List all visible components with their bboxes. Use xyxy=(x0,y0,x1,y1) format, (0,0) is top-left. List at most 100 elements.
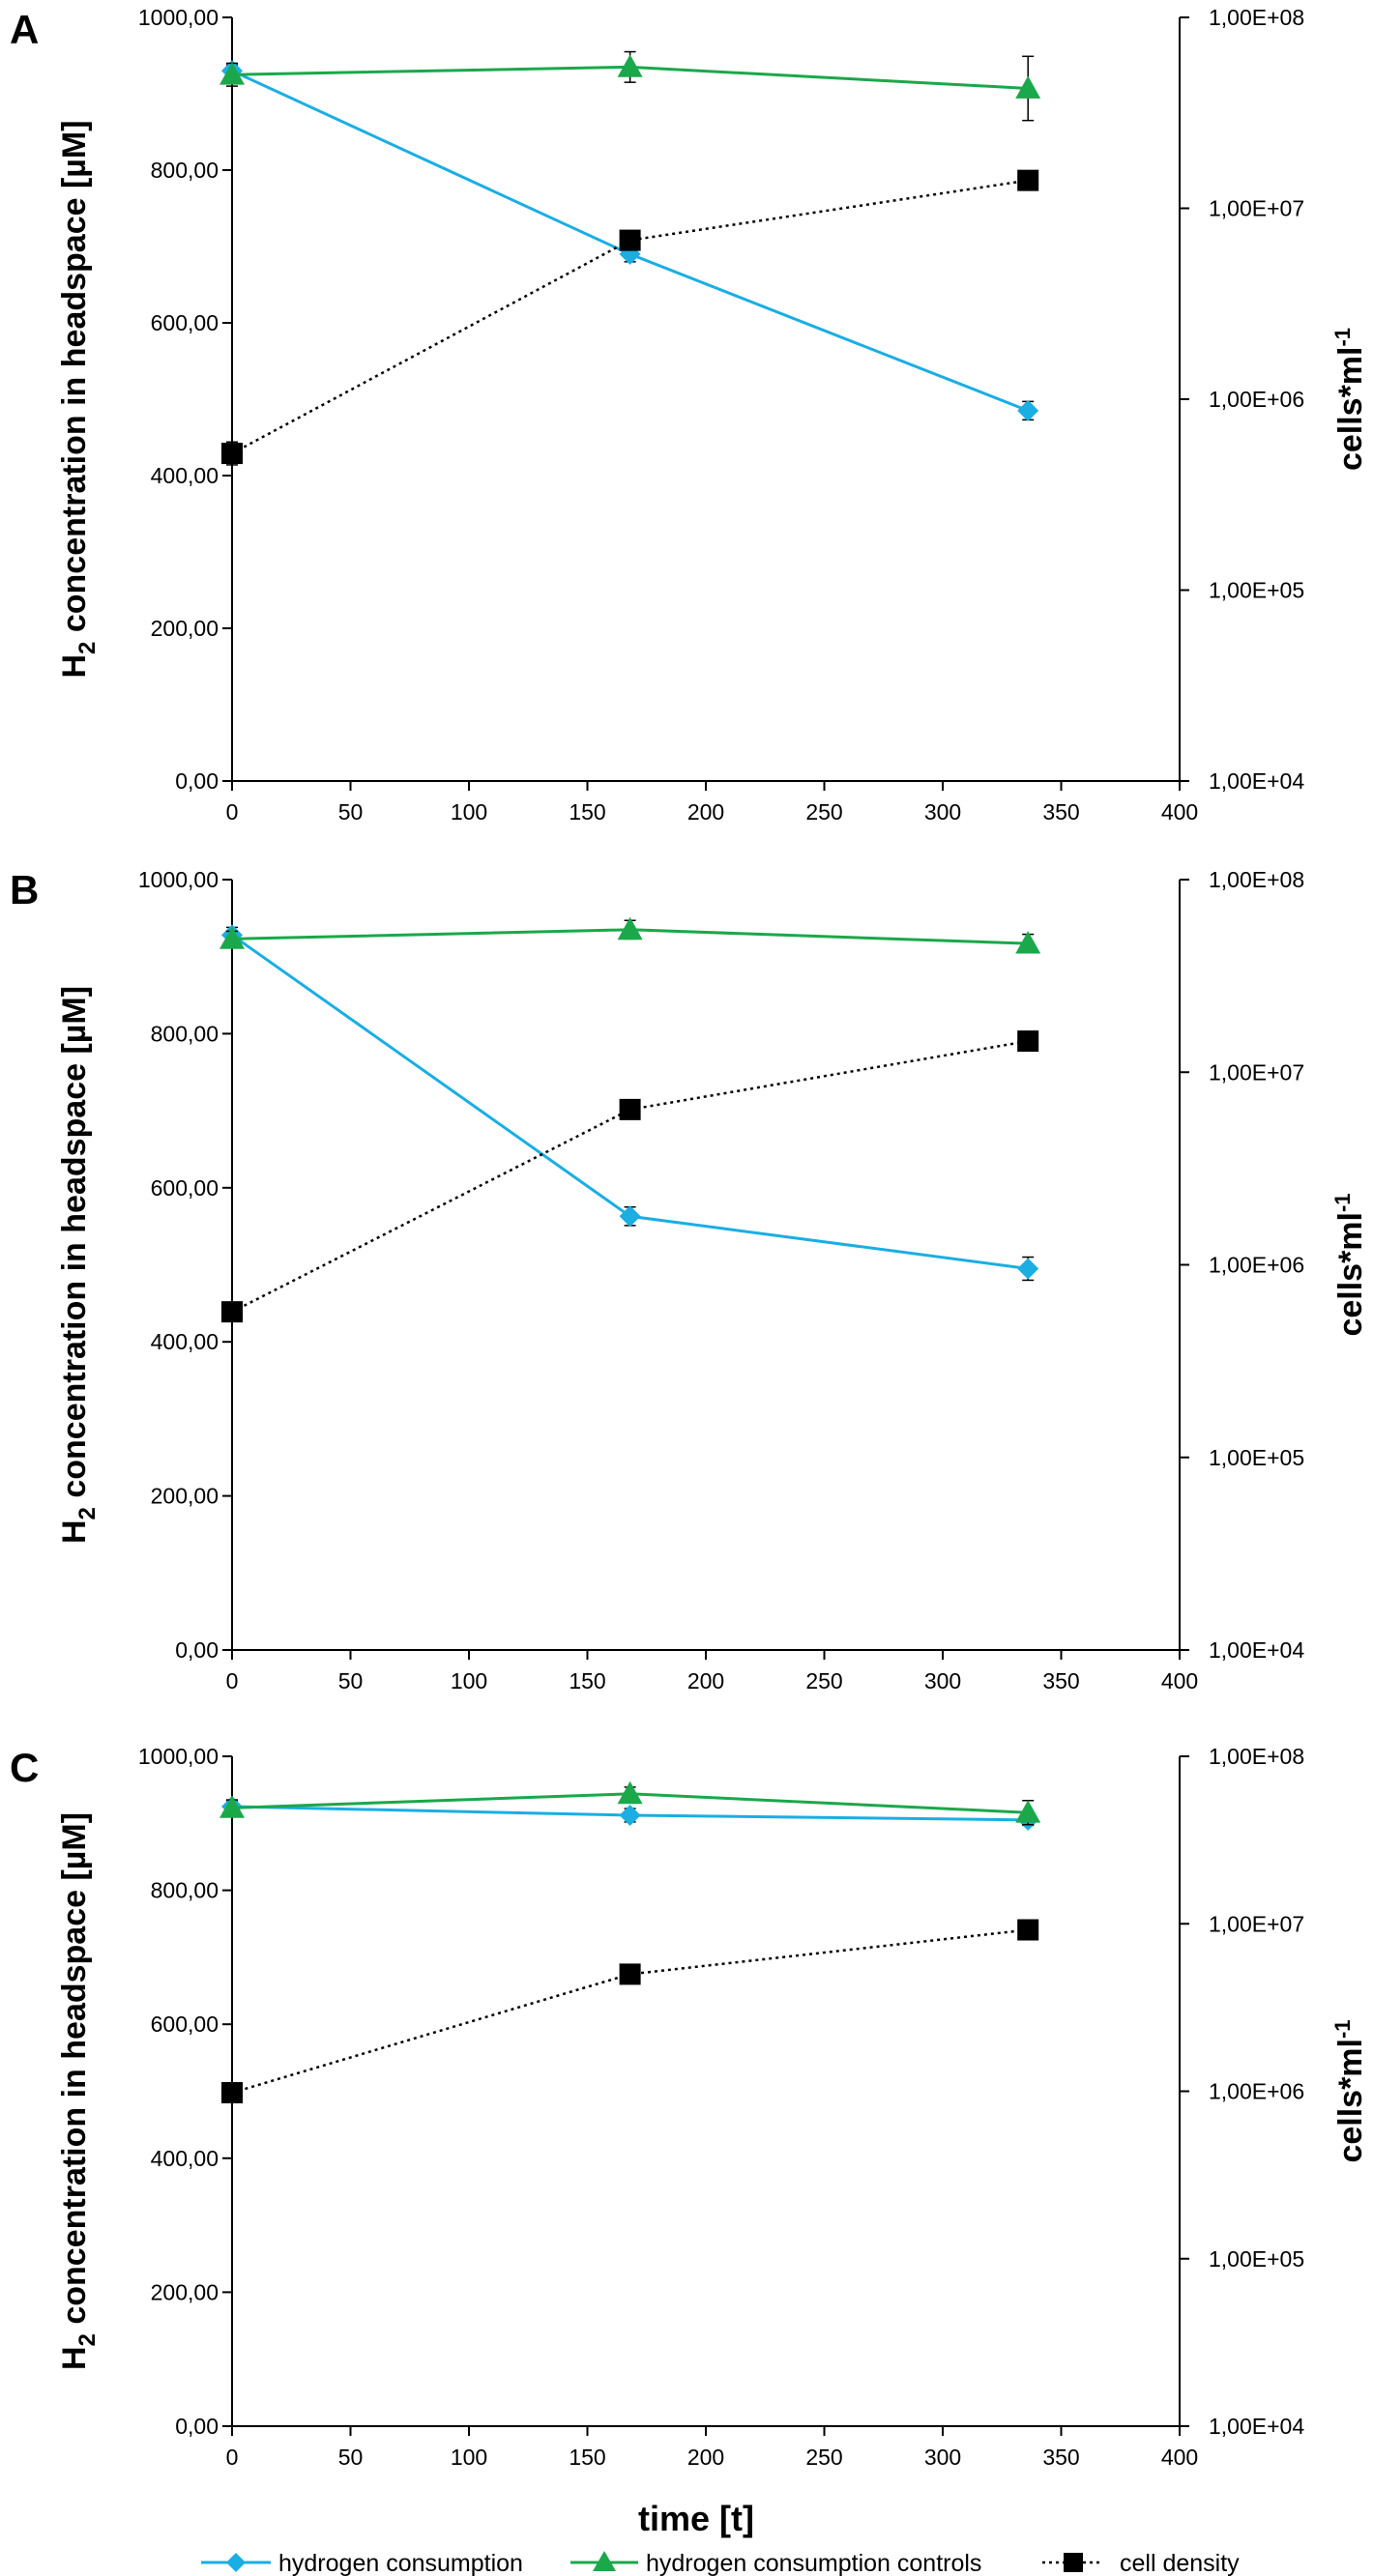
data-point-square xyxy=(1017,1030,1039,1053)
x-tick-label: 400 xyxy=(1161,799,1198,825)
x-tick-label: 350 xyxy=(1042,2445,1079,2470)
x-tick-label: 400 xyxy=(1161,1668,1198,1693)
right-y-tick-label: 1,00E+04 xyxy=(1209,2414,1304,2439)
series-line-cells xyxy=(231,1039,1029,1314)
data-point-triangle xyxy=(1015,1800,1041,1823)
left-y-tick-label: 800,00 xyxy=(151,1878,219,1903)
left-y-tick-label: 0,00 xyxy=(175,1637,219,1663)
data-point-diamond xyxy=(1017,1258,1039,1280)
x-tick-label: 350 xyxy=(1042,1668,1079,1693)
x-tick-label: 0 xyxy=(226,2445,239,2470)
x-axis-title: time [t] xyxy=(638,2499,754,2538)
x-tick-label: 50 xyxy=(338,2445,364,2470)
x-tick-label: 100 xyxy=(451,799,487,825)
x-tick-label: 100 xyxy=(451,2445,487,2470)
data-point-triangle xyxy=(617,54,643,77)
left-y-axis-title-rest: concentration in headspace [µM] xyxy=(56,120,93,641)
left-y-axis-title: H2 concentration in headspace [µM] xyxy=(56,986,101,1544)
left-y-tick-label: 200,00 xyxy=(151,616,219,641)
x-tick-label: 200 xyxy=(687,1668,724,1693)
data-point-diamond xyxy=(1017,399,1039,421)
left-y-axis-title-main: H xyxy=(56,2346,93,2370)
left-y-tick-label: 800,00 xyxy=(151,158,219,183)
data-point-triangle xyxy=(219,926,245,949)
legend-item-cells: cell density xyxy=(1042,2550,1240,2576)
data-point-triangle xyxy=(219,1795,245,1818)
panel-letter: C xyxy=(10,1745,39,1790)
x-tick-label: 250 xyxy=(805,2445,842,2470)
right-y-tick-label: 1,00E+07 xyxy=(1209,1059,1304,1085)
right-y-axis-title-main: cells*ml xyxy=(1332,2039,1369,2163)
series-controls xyxy=(219,1780,1041,1826)
x-tick-label: 300 xyxy=(924,2445,961,2470)
series-cells xyxy=(221,169,1039,466)
data-point-triangle xyxy=(1015,931,1041,954)
series-cells xyxy=(221,1030,1039,1323)
left-y-tick-label: 1000,00 xyxy=(138,1744,219,1769)
left-y-tick-label: 800,00 xyxy=(151,1021,219,1046)
legend-marker-square xyxy=(1064,2553,1083,2572)
left-y-tick-label: 200,00 xyxy=(151,2279,219,2304)
legend-marker-diamond xyxy=(226,2553,246,2572)
data-point-square xyxy=(619,1963,641,1985)
panel-letter: B xyxy=(10,867,39,912)
data-point-square xyxy=(221,443,243,465)
series-cells xyxy=(221,1919,1039,2104)
left-y-tick-label: 600,00 xyxy=(151,2012,219,2037)
legend-label-controls: hydrogen consumption controls xyxy=(646,2550,981,2576)
left-y-tick-label: 400,00 xyxy=(151,463,219,488)
left-y-tick-label: 400,00 xyxy=(151,1329,219,1354)
data-point-square xyxy=(221,1301,243,1323)
series-hydrogen xyxy=(221,924,1039,1282)
left-y-axis-title: H2 concentration in headspace [µM] xyxy=(56,120,101,678)
series-line-cells xyxy=(231,179,1029,455)
right-y-axis-title: cells*ml-1 xyxy=(1330,328,1369,471)
left-y-tick-label: 0,00 xyxy=(175,768,219,794)
right-y-tick-label: 1,00E+08 xyxy=(1209,867,1304,892)
data-point-square xyxy=(221,2082,243,2104)
right-y-axis-title-superscript: -1 xyxy=(1330,328,1355,347)
x-tick-label: 200 xyxy=(687,2445,724,2470)
left-y-tick-label: 600,00 xyxy=(151,1175,219,1201)
left-y-tick-label: 400,00 xyxy=(151,2146,219,2171)
data-point-triangle xyxy=(219,62,245,85)
x-tick-label: 300 xyxy=(924,1668,961,1693)
series-line-cells xyxy=(231,1928,1029,2095)
left-y-axis-title-subscript: 2 xyxy=(74,642,101,654)
legend-item-controls: hydrogen consumption controls xyxy=(570,2550,981,2576)
x-tick-label: 300 xyxy=(924,799,961,825)
right-y-tick-label: 1,00E+05 xyxy=(1209,578,1304,603)
x-tick-label: 100 xyxy=(451,1668,487,1693)
right-y-tick-label: 1,00E+08 xyxy=(1209,5,1304,30)
x-tick-label: 50 xyxy=(338,1668,364,1693)
right-y-tick-label: 1,00E+06 xyxy=(1209,387,1304,412)
legend-item-hydrogen: hydrogen consumption xyxy=(201,2550,523,2576)
right-y-tick-label: 1,00E+06 xyxy=(1209,2079,1304,2104)
data-point-square xyxy=(1017,169,1039,191)
right-y-tick-label: 1,00E+05 xyxy=(1209,2246,1304,2272)
legend-label-hydrogen: hydrogen consumption xyxy=(278,2550,523,2576)
left-y-axis-title: H2 concentration in headspace [µM] xyxy=(56,1812,101,2370)
chart-panel-b: B 0,00 200,00 400,00 600,00 800,00 1000,00 1,00… xyxy=(10,867,1369,1693)
data-point-triangle xyxy=(1015,75,1041,99)
data-point-triangle xyxy=(617,1780,643,1805)
x-tick-label: 200 xyxy=(687,799,724,825)
x-tick-label: 150 xyxy=(569,2445,605,2470)
left-y-axis-title-subscript: 2 xyxy=(74,2333,101,2346)
right-y-tick-label: 1,00E+07 xyxy=(1209,196,1304,221)
left-y-tick-label: 0,00 xyxy=(175,2414,219,2439)
data-point-triangle xyxy=(617,916,643,941)
data-point-diamond xyxy=(619,1205,641,1228)
x-tick-label: 50 xyxy=(338,799,364,825)
left-y-axis-title-subscript: 2 xyxy=(74,1507,101,1520)
left-y-tick-label: 600,00 xyxy=(151,310,219,335)
x-tick-label: 150 xyxy=(569,1668,605,1693)
left-y-axis-title-rest: concentration in headspace [µM] xyxy=(56,986,93,1507)
data-point-square xyxy=(619,229,641,251)
right-y-tick-label: 1,00E+05 xyxy=(1209,1445,1304,1470)
x-tick-label: 0 xyxy=(226,799,239,825)
series-controls xyxy=(219,50,1041,122)
left-y-tick-label: 1000,00 xyxy=(138,867,219,892)
x-tick-label: 250 xyxy=(805,799,842,825)
